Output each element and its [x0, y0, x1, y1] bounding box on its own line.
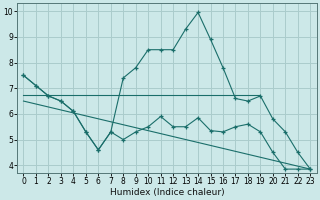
- X-axis label: Humidex (Indice chaleur): Humidex (Indice chaleur): [109, 188, 224, 197]
